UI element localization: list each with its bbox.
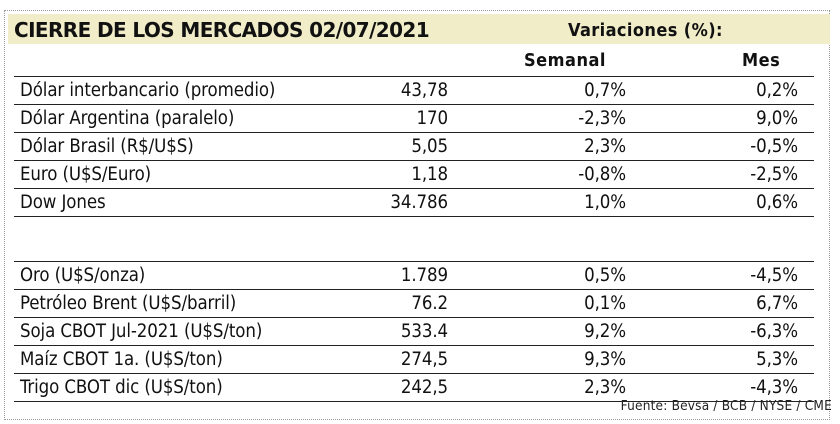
row-value: 76.2 (411, 293, 448, 314)
row-monthly-change: 0,6% (756, 192, 798, 213)
table-row: Dólar Argentina (paralelo) 170 -2,3% 9,0% (14, 104, 814, 132)
row-weekly-change: 2,3% (584, 377, 626, 398)
row-monthly-change: 6,7% (756, 293, 798, 314)
row-value: 242,5 (400, 377, 448, 398)
row-name: Dólar interbancario (promedio) (20, 80, 276, 101)
table-row: Oro (U$S/onza) 1.789 0,5% -4,5% (14, 261, 814, 289)
source-note: Fuente: Bevsa / BCB / NYSE / CME (620, 398, 832, 414)
table-frame (4, 10, 830, 420)
row-monthly-change: 9,0% (756, 108, 798, 129)
row-name: Oro (U$S/onza) (20, 265, 146, 286)
table-row: Soja CBOT Jul-2021 (U$S/ton) 533.4 9,2% -6,… (14, 317, 814, 345)
row-weekly-change: 0,1% (584, 293, 626, 314)
row-monthly-change: -2,5% (750, 164, 798, 185)
row-weekly-change: -2,3% (578, 108, 626, 129)
row-weekly-change: 0,7% (584, 80, 626, 101)
table-row: Petróleo Brent (U$S/barril) 76.2 0,1% 6,7% (14, 289, 814, 317)
row-monthly-change: -4,3% (750, 377, 798, 398)
column-header-weekly: Semanal (524, 50, 606, 71)
row-name: Soja CBOT Jul-2021 (U$S/ton) (20, 321, 263, 342)
row-name: Dow Jones (20, 192, 106, 213)
row-weekly-change: 0,5% (584, 265, 626, 286)
row-name: Dólar Argentina (paralelo) (20, 108, 235, 129)
group-separator (14, 216, 814, 261)
row-weekly-change: 9,3% (584, 349, 626, 370)
row-value: 1.789 (400, 265, 448, 286)
row-value: 533.4 (400, 321, 448, 342)
page-title: CIERRE DE LOS MERCADOS 02/07/2021 (14, 18, 430, 42)
title-band (8, 14, 830, 44)
row-value: 1,18 (411, 164, 448, 185)
row-weekly-change: 2,3% (584, 136, 626, 157)
row-monthly-change: 5,3% (756, 349, 798, 370)
row-name: Maíz CBOT 1a. (U$S/ton) (20, 349, 223, 370)
row-name: Euro (U$S/Euro) (20, 164, 152, 185)
table-row: Trigo CBOT dic (U$S/ton) 242,5 2,3% -4,3% (14, 373, 814, 402)
row-name: Petróleo Brent (U$S/barril) (20, 293, 237, 314)
row-monthly-change: 0,2% (756, 80, 798, 101)
table-row: Maíz CBOT 1a. (U$S/ton) 274,5 9,3% 5,3% (14, 345, 814, 373)
row-monthly-change: -4,5% (750, 265, 798, 286)
row-value: 43,78 (400, 80, 448, 101)
row-value: 5,05 (411, 136, 448, 157)
column-header-month: Mes (742, 50, 781, 71)
row-name: Trigo CBOT dic (U$S/ton) (20, 377, 223, 398)
variations-heading: Variaciones (%): (568, 20, 723, 41)
table-row: Dólar interbancario (promedio) 43,78 0,7% 0… (14, 76, 814, 104)
row-weekly-change: -0,8% (578, 164, 626, 185)
market-table: Dólar interbancario (promedio) 43,78 0,7% 0… (14, 76, 814, 402)
row-name: Dólar Brasil (R$/U$S) (20, 136, 194, 157)
row-value: 170 (416, 108, 449, 129)
table-row: Dow Jones 34.786 1,0% 0,6% (14, 188, 814, 216)
row-weekly-change: 1,0% (584, 192, 626, 213)
row-monthly-change: -6,3% (750, 321, 798, 342)
row-value: 34.786 (390, 192, 448, 213)
table-row: Euro (U$S/Euro) 1,18 -0,8% -2,5% (14, 160, 814, 188)
row-value: 274,5 (400, 349, 448, 370)
table-row: Dólar Brasil (R$/U$S) 5,05 2,3% -0,5% (14, 132, 814, 160)
row-monthly-change: -0,5% (750, 136, 798, 157)
row-weekly-change: 9,2% (584, 321, 626, 342)
